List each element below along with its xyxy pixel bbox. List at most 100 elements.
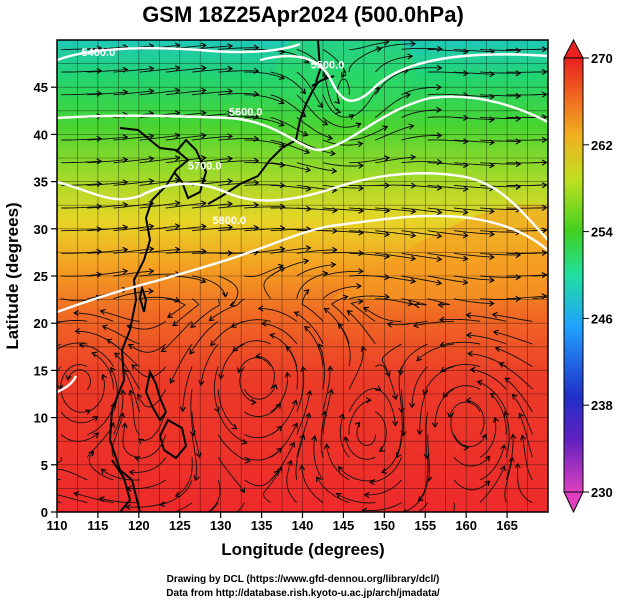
x-axis-ticks: 110 115 120 125 130 135 140 145 150 155 160 165	[47, 512, 518, 533]
streamline	[479, 466, 505, 503]
colorbar-tick-label: 254	[591, 225, 613, 240]
streamline-arrow	[200, 110, 207, 117]
streamline-arrow	[342, 435, 349, 442]
streamline	[401, 161, 442, 164]
streamline	[113, 202, 154, 209]
streamline	[375, 298, 416, 306]
streamline	[111, 413, 124, 458]
x-tick-label: 115	[87, 518, 108, 533]
streamline-arrow	[227, 155, 234, 162]
streamline-arrow	[392, 420, 399, 427]
streamline	[270, 260, 309, 277]
streamline	[375, 93, 411, 118]
streamline-arrow	[322, 120, 329, 126]
streamline	[138, 411, 167, 441]
streamline	[61, 47, 102, 50]
streamline-arrow	[292, 422, 298, 429]
streamline-arrow	[423, 453, 430, 460]
streamline-arrow	[148, 65, 155, 72]
streamline-arrow	[250, 399, 257, 406]
streamline-arrow	[200, 132, 207, 139]
streamline	[87, 249, 128, 254]
streamline-arrow	[346, 310, 353, 316]
streamline	[87, 226, 128, 232]
streamline	[87, 46, 128, 50]
streamline-arrow	[436, 158, 443, 166]
streamline	[191, 203, 232, 209]
coast-taiwan	[138, 284, 148, 313]
coast-borneo	[111, 459, 132, 512]
streamline-arrow	[510, 433, 517, 440]
streamline-arrow	[271, 383, 278, 390]
streamline-arrow	[232, 346, 239, 352]
coast-china	[108, 127, 190, 512]
streamline	[165, 225, 206, 232]
streamline	[505, 434, 514, 481]
streamline	[336, 493, 376, 504]
colorbar-tick-label: 238	[591, 398, 613, 413]
streamline	[375, 411, 387, 452]
streamline	[442, 385, 481, 398]
streamline	[453, 479, 490, 491]
streamline	[453, 434, 487, 448]
streamline	[261, 323, 298, 345]
streamline-arrow	[515, 115, 522, 122]
streamline	[113, 290, 153, 300]
streamline	[296, 71, 323, 108]
contour-line-5600	[57, 95, 548, 152]
streamline-arrow	[342, 294, 349, 301]
streamline-arrow	[410, 277, 417, 284]
streamline-arrow	[195, 452, 202, 459]
streamline	[411, 366, 429, 408]
streamline	[295, 434, 305, 480]
streamline	[470, 369, 507, 390]
streamline	[244, 227, 285, 232]
streamline-arrow	[436, 132, 443, 139]
streamline-arrow	[174, 296, 181, 303]
streamline-arrow	[269, 332, 276, 339]
streamline-arrow	[21, 473, 26, 478]
streamline-arrow	[462, 279, 469, 286]
streamline	[61, 138, 102, 141]
streamline-arrow	[148, 178, 155, 185]
streamline-arrow	[286, 459, 293, 466]
streamline	[244, 403, 281, 417]
streamline-arrow	[356, 283, 362, 290]
y-tick-label: 25	[34, 269, 48, 284]
streamline	[106, 339, 140, 367]
streamline	[74, 312, 114, 322]
streamline-arrow	[465, 332, 472, 339]
contour-line-5400	[57, 42, 301, 62]
streamline	[324, 308, 350, 345]
streamline	[139, 273, 180, 277]
streamline-arrow	[148, 223, 155, 230]
streamline	[375, 252, 416, 260]
contour-labels: 5400.0 5500.0 5600.0 5700.0 5800.0	[82, 47, 345, 227]
streamline-arrow	[515, 47, 522, 54]
streamline-arrow	[201, 65, 207, 72]
streamline-arrow	[327, 134, 334, 141]
x-axis-title: Longitude (degrees)	[221, 540, 384, 559]
streamline	[375, 230, 416, 237]
streamline-arrow	[227, 178, 233, 185]
streamline	[401, 252, 442, 260]
streamline	[401, 135, 442, 141]
streamline	[318, 344, 325, 390]
streamline-arrow	[515, 161, 522, 168]
streamline	[296, 272, 328, 299]
y-tick-label: 40	[34, 127, 48, 142]
streamline-arrow	[384, 293, 391, 300]
streamline-arrow	[407, 300, 414, 307]
streamline	[165, 134, 206, 141]
streamline-arrow	[437, 301, 444, 308]
streamline	[375, 207, 416, 213]
streamline-arrow	[127, 344, 134, 350]
streamline	[87, 374, 105, 413]
streamline	[244, 265, 284, 278]
streamline-arrow	[363, 492, 370, 499]
streamline-arrow	[465, 397, 472, 404]
streamline	[348, 399, 371, 435]
streamline-arrow	[278, 120, 285, 127]
streamline	[301, 289, 324, 322]
streamline	[322, 366, 331, 412]
